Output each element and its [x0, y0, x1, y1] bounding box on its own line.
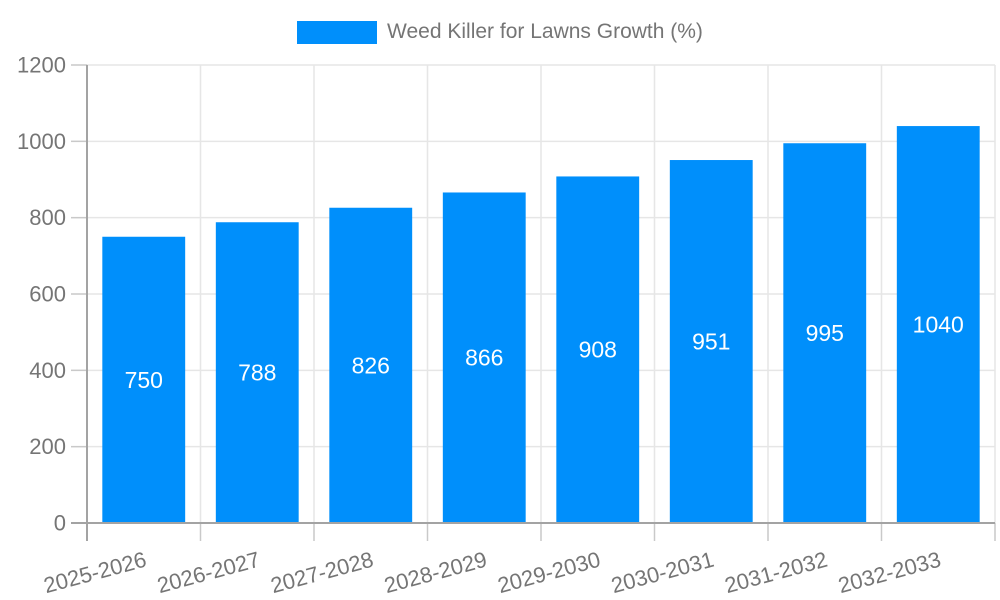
x-axis-tick-label: 2032-2033 — [835, 547, 943, 598]
y-axis-tick-label: 1200 — [17, 53, 66, 78]
x-axis-tick-label: 2028-2029 — [381, 547, 489, 598]
bar-value-label: 826 — [352, 352, 390, 378]
bar[interactable] — [556, 176, 640, 524]
bar-value-label: 1040 — [913, 312, 964, 338]
legend-swatch-icon — [297, 20, 378, 44]
bar[interactable] — [442, 192, 526, 523]
bar-value-label: 788 — [238, 360, 276, 386]
bar-value-label: 750 — [125, 367, 163, 393]
y-axis-tick-label: 400 — [29, 358, 66, 383]
bar[interactable] — [896, 126, 980, 524]
bar[interactable] — [215, 222, 299, 523]
bar[interactable] — [102, 236, 186, 523]
bar-value-label: 951 — [692, 329, 730, 355]
y-axis-tick-label: 200 — [29, 434, 66, 459]
bar-value-label: 866 — [465, 345, 503, 371]
bar[interactable] — [669, 160, 753, 523]
legend-label: Weed Killer for Lawns Growth (%) — [387, 20, 703, 43]
y-axis-tick-label: 600 — [29, 282, 66, 307]
y-axis-tick-label: 0 — [54, 511, 66, 536]
bar-value-label: 908 — [579, 337, 617, 363]
bar-value-label: 995 — [806, 320, 844, 346]
x-axis-tick-label: 2025-2026 — [41, 547, 149, 598]
x-axis-tick-label: 2029-2030 — [495, 547, 603, 598]
y-axis-tick-label: 1000 — [17, 129, 66, 154]
y-axis-tick-label: 800 — [29, 205, 66, 230]
x-axis-tick-label: 2027-2028 — [268, 547, 376, 598]
x-axis-tick-label: 2031-2032 — [722, 547, 830, 598]
bar[interactable] — [783, 143, 867, 523]
x-axis-tick-label: 2026-2027 — [154, 547, 262, 598]
x-axis-tick-label: 2030-2031 — [608, 547, 716, 598]
legend-item[interactable]: Weed Killer for Lawns Growth (%) — [297, 20, 703, 44]
legend: Weed Killer for Lawns Growth (%) — [0, 20, 1000, 44]
bar[interactable] — [329, 207, 413, 523]
